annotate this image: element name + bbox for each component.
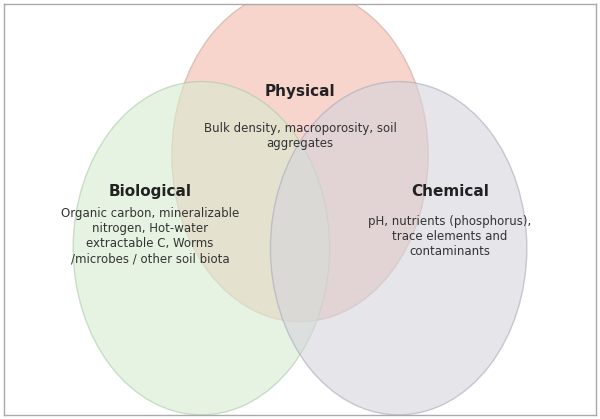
Text: Biological: Biological [109, 184, 191, 199]
Text: Chemical: Chemical [411, 184, 489, 199]
Text: Organic carbon, mineralizable
nitrogen, Hot-water
extractable C, Worms
/microbes: Organic carbon, mineralizable nitrogen, … [61, 207, 239, 266]
Text: Physical: Physical [265, 84, 335, 99]
Text: Bulk density, macroporosity, soil
aggregates: Bulk density, macroporosity, soil aggreg… [203, 122, 397, 150]
Ellipse shape [271, 82, 527, 415]
Text: pH, nutrients (phosphorus),
trace elements and
contaminants: pH, nutrients (phosphorus), trace elemen… [368, 215, 532, 258]
Ellipse shape [73, 82, 329, 415]
Ellipse shape [172, 0, 428, 322]
